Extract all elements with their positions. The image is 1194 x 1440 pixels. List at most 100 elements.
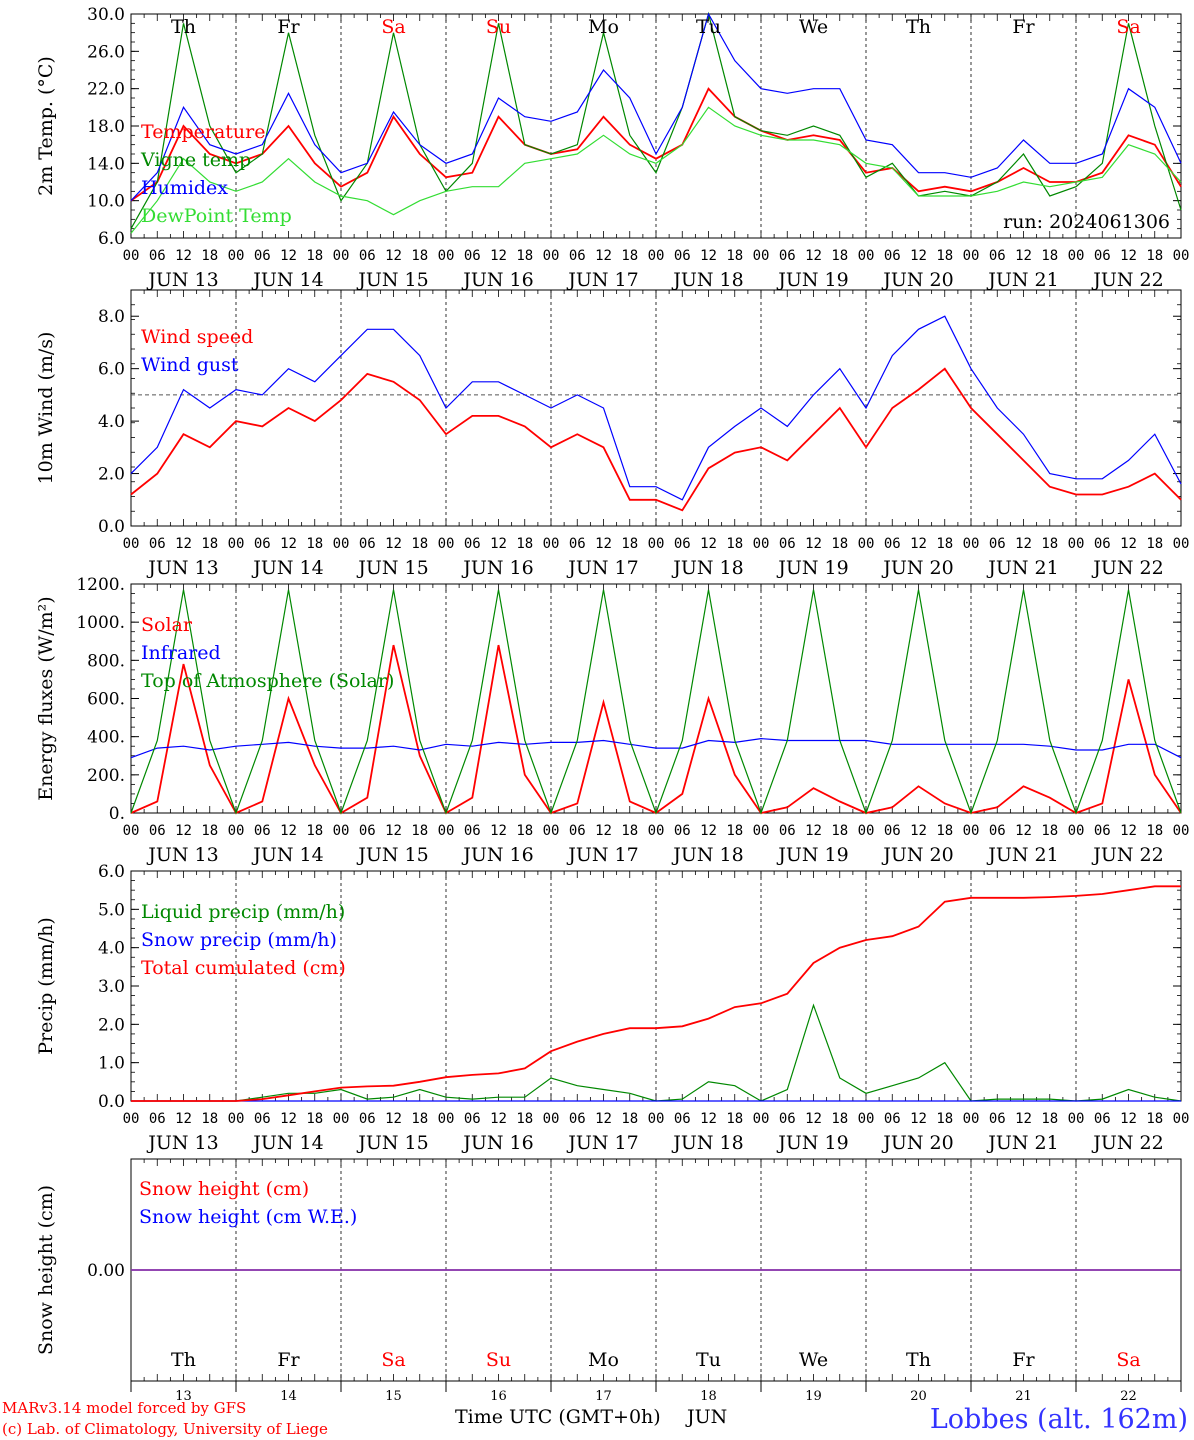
x-tick-label: 18 [1041,536,1058,552]
x-tick-label: 18 [201,1111,218,1127]
day-of-week-top: Fr [277,16,300,38]
day-of-week-top: Su [486,16,511,38]
x-tick-label: 06 [359,536,376,552]
date-label: JUN 21 [986,1132,1058,1154]
day-of-week-bottom: Su [486,1349,511,1371]
x-tick-label: 12 [490,1111,507,1127]
y-tick-label: 0.0 [98,517,125,537]
x-tick-label: 06 [884,248,901,264]
x-tick-label: 06 [1094,1111,1111,1127]
date-label: JUN 14 [251,557,323,579]
x-tick-label: 00 [543,248,560,264]
x-tick-label: 00 [753,248,770,264]
date-label: JUN 20 [881,844,953,866]
x-tick-label: 18 [1146,248,1163,264]
x-tick-label: 18 [936,823,953,839]
x-tick-label: 12 [910,248,927,264]
day-of-week-top: Sa [381,16,405,38]
series-line-1 [130,367,1182,512]
bottom-day-number: 17 [595,1389,612,1404]
bottom-day-number: 22 [1120,1389,1137,1404]
x-tick-label: 00 [1068,1111,1085,1127]
x-tick-label: 06 [989,1111,1006,1127]
x-tick-label: 12 [700,248,717,264]
series-line-3 [130,589,1182,815]
legend-entry: Solar [141,614,193,636]
date-label: JUN 18 [671,1132,743,1154]
x-tick-label: 18 [726,1111,743,1127]
x-tick-label: 12 [490,248,507,264]
x-tick-label: 00 [228,823,245,839]
x-tick-label: 18 [1041,823,1058,839]
date-label: JUN 17 [566,269,638,291]
x-tick-label: 06 [464,1111,481,1127]
day-of-week-bottom: Tu [696,1349,721,1371]
y-tick-label: 600. [87,690,125,710]
x-tick-label: 00 [648,823,665,839]
x-tick-label: 18 [411,823,428,839]
x-tick-label: 00 [438,1111,455,1127]
date-label: JUN 14 [251,269,323,291]
x-tick-label: 00 [228,536,245,552]
x-tick-label: 12 [1120,1111,1137,1127]
bottom-day-number: 20 [910,1389,927,1404]
x-tick-label: 06 [1094,823,1111,839]
x-tick-label: 18 [831,823,848,839]
date-label: JUN 22 [1091,844,1163,866]
x-tick-label: 18 [201,823,218,839]
bottom-day-number: 21 [1015,1389,1032,1404]
x-tick-label: 18 [306,823,323,839]
x-tick-label: 12 [280,823,297,839]
x-tick-label: 18 [726,823,743,839]
y-tick-label: 18.0 [87,117,125,137]
x-tick-label: 18 [1146,536,1163,552]
x-tick-label: 00 [123,1111,140,1127]
time-axis-label: Time UTC (GMT+0h) [455,1406,661,1428]
x-tick-label: 18 [1041,248,1058,264]
y-tick-label: 800. [87,651,125,671]
x-tick-label: 06 [884,536,901,552]
x-tick-label: 00 [123,823,140,839]
x-tick-label: 12 [175,536,192,552]
series-line-1 [130,87,1182,202]
x-tick-label: 12 [1015,248,1032,264]
x-tick-label: 18 [516,536,533,552]
run-annotation: run: 2024061306 [1003,211,1170,233]
x-tick-label: 18 [621,1111,638,1127]
x-tick-label: 06 [569,248,586,264]
x-tick-label: 18 [726,248,743,264]
y-axis-label: 10m Wind (m/s) [35,332,57,485]
y-axis-label: Precip (mm/h) [35,917,57,1055]
x-tick-label: 12 [805,823,822,839]
y-tick-label: 26.0 [87,42,125,62]
x-tick-label: 18 [516,823,533,839]
day-of-week-top: Mo [588,16,619,38]
y-axis-label: 2m Temp. (°C) [35,56,57,196]
series-line-3 [131,885,1181,1102]
x-tick-label: 18 [1041,1111,1058,1127]
x-tick-label: 00 [858,823,875,839]
legend-entry: Wind speed [141,326,253,348]
legend-entry: Humidex [141,177,228,199]
x-tick-label: 18 [306,1111,323,1127]
x-tick-label: 06 [1094,248,1111,264]
x-tick-label: 00 [1068,248,1085,264]
y-axis-label: Snow height (cm) [35,1185,57,1355]
y-tick-label: 30.0 [87,5,125,25]
y-tick-label: 0.0 [98,1092,125,1112]
x-tick-label: 06 [464,248,481,264]
x-tick-label: 18 [621,248,638,264]
panel-5: 0.00 Snow height (cm) Snow height (cm) Snow… [35,1158,1182,1382]
date-label: JUN 19 [776,557,848,579]
x-tick-label-end: 00 [1173,823,1190,839]
x-tick-label: 12 [280,1111,297,1127]
day-of-week-bottom: Mo [588,1349,619,1371]
x-tick-label: 00 [648,248,665,264]
x-tick-label: 12 [1120,823,1137,839]
x-tick-label: 00 [333,823,350,839]
y-tick-label: 2.0 [98,1015,125,1035]
x-tick-label: 06 [989,823,1006,839]
legend-entry: Total cumulated (cm) [141,957,346,979]
x-tick-label: 06 [779,823,796,839]
